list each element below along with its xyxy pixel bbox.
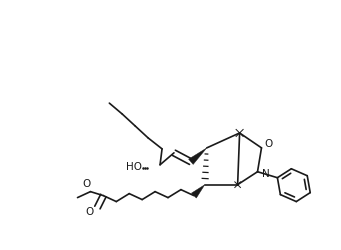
Text: O: O (85, 206, 93, 216)
Text: N: N (262, 169, 269, 179)
Text: O: O (82, 179, 91, 189)
Polygon shape (191, 185, 205, 198)
Text: O: O (264, 139, 272, 149)
Text: HO: HO (126, 162, 142, 172)
Polygon shape (189, 148, 207, 164)
